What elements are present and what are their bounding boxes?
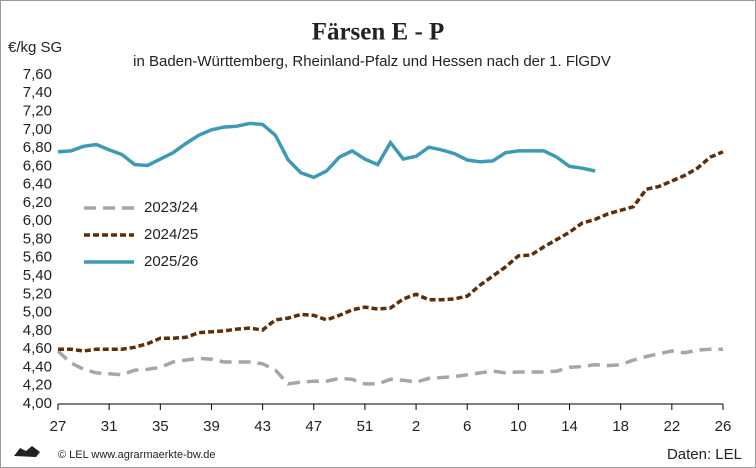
series-line xyxy=(56,347,723,386)
logo xyxy=(14,446,40,457)
y-tick-label: 4,60 xyxy=(23,340,52,357)
chart-subtitle: in Baden-Württemberg, Rheinland-Pfalz un… xyxy=(133,53,611,70)
y-tick-label: 4,00 xyxy=(23,395,52,412)
x-tick-label: 27 xyxy=(50,418,67,435)
x-tick-label: 51 xyxy=(357,418,374,435)
series-line xyxy=(58,150,724,353)
y-tick-label: 6,80 xyxy=(23,139,52,156)
source-left: © LEL www.agrarmaerkte-bw.de xyxy=(58,449,216,461)
x-tick-label: 22 xyxy=(664,418,681,435)
y-tick-label: 5,60 xyxy=(23,249,52,266)
y-tick-label: 4,80 xyxy=(23,322,52,339)
x-tick-label: 35 xyxy=(152,418,169,435)
x-tick-label: 39 xyxy=(203,418,220,435)
x-tick-label: 18 xyxy=(612,418,629,435)
series-line xyxy=(57,121,596,180)
y-tick-label: 7,20 xyxy=(23,103,52,120)
y-tick-label: 5,80 xyxy=(23,230,52,247)
y-tick-label: 5,20 xyxy=(23,285,52,302)
y-tick-label: 6,40 xyxy=(23,176,52,193)
y-tick-label: 4,40 xyxy=(23,358,52,375)
y-tick-label: 4,20 xyxy=(23,377,52,394)
source-right: Daten: LEL xyxy=(667,446,742,463)
y-axis-label: €/kg SG xyxy=(8,39,62,56)
legend-label: 2024/25 xyxy=(144,226,198,243)
y-tick-label: 5,00 xyxy=(23,304,52,321)
x-tick-label: 10 xyxy=(510,418,527,435)
legend-label: 2025/26 xyxy=(144,253,198,270)
y-tick-label: 7,40 xyxy=(23,84,52,101)
y-tick-label: 7,00 xyxy=(23,121,52,138)
x-tick-label: 14 xyxy=(561,418,578,435)
y-tick-label: 6,00 xyxy=(23,212,52,229)
x-tick-label: 43 xyxy=(254,418,271,435)
x-tick-label: 6 xyxy=(463,418,471,435)
y-tick-label: 5,40 xyxy=(23,267,52,284)
y-tick-label: 7,60 xyxy=(23,66,52,83)
chart-title: Färsen E - P xyxy=(312,19,445,46)
y-tick-label: 6,60 xyxy=(23,157,52,174)
y-tick-label: 6,20 xyxy=(23,194,52,211)
x-tick-label: 47 xyxy=(305,418,322,435)
x-tick-label: 2 xyxy=(412,418,420,435)
x-tick-label: 26 xyxy=(715,418,732,435)
x-tick-label: 31 xyxy=(101,418,118,435)
legend-label: 2023/24 xyxy=(144,199,198,216)
